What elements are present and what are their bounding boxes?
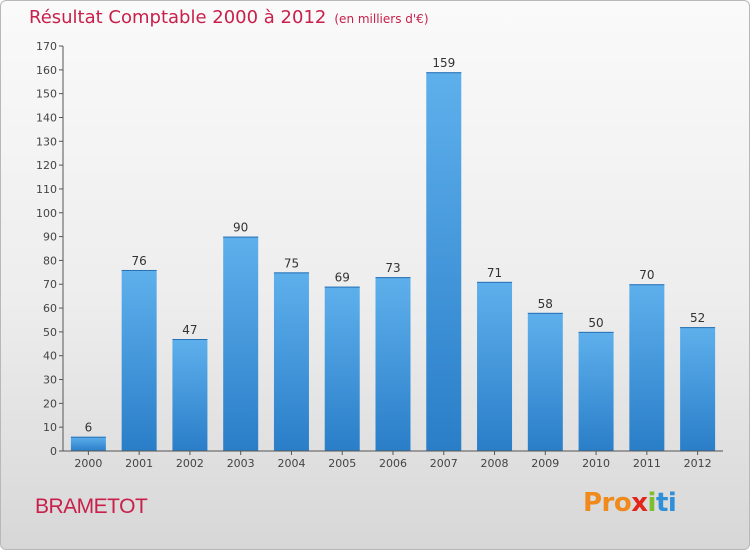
bar: [477, 281, 513, 451]
x-tick-label: 2008: [481, 457, 509, 470]
y-tick-label: 130: [36, 135, 57, 148]
x-tick-label: 2011: [633, 457, 661, 470]
logo-part-2: x: [631, 488, 648, 518]
x-tick-label: 2002: [176, 457, 204, 470]
bar: [578, 331, 614, 451]
y-tick-label: 10: [43, 421, 57, 434]
bar-value-label: 76: [132, 254, 147, 268]
bar-value-label: 90: [233, 221, 248, 235]
bar-value-label: 52: [690, 311, 705, 325]
bar-value-label: 70: [639, 268, 654, 282]
x-tick-label: 2003: [227, 457, 255, 470]
y-tick-label: 0: [50, 445, 57, 458]
bar: [273, 272, 309, 451]
bar: [121, 269, 157, 451]
y-tick-label: 80: [43, 254, 57, 267]
y-tick-label: 140: [36, 111, 57, 124]
bar-value-label: 75: [284, 256, 299, 270]
x-tick-label: 2001: [125, 457, 153, 470]
bar-value-label: 58: [538, 297, 553, 311]
bar-value-label: 73: [385, 261, 400, 275]
y-tick-label: 100: [36, 207, 57, 220]
y-tick-label: 50: [43, 326, 57, 339]
y-tick-label: 20: [43, 397, 57, 410]
y-tick-label: 110: [36, 183, 57, 196]
logo-part-3: i: [647, 488, 657, 518]
chart-title: Résultat Comptable 2000 à 2012 (en millie…: [29, 7, 429, 28]
bar-value-label: 69: [335, 271, 350, 285]
logo-part-4: ti: [655, 488, 677, 518]
x-tick-label: 2000: [74, 457, 102, 470]
y-tick-label: 120: [36, 159, 57, 172]
y-tick-label: 30: [43, 374, 57, 387]
commune-name: BRAMETOT: [35, 495, 148, 518]
x-tick-label: 2007: [430, 457, 458, 470]
x-tick-label: 2009: [531, 457, 559, 470]
bar-value-label: 50: [588, 316, 603, 330]
x-tick-label: 2012: [684, 457, 712, 470]
x-tick-label: 2010: [582, 457, 610, 470]
proxiti-logo[interactable]: Proxiti: [583, 488, 677, 518]
bar-value-label: 47: [182, 323, 197, 337]
bar: [629, 284, 665, 451]
chart-subtitle: (en milliers d'€): [334, 12, 429, 26]
bar: [70, 436, 106, 451]
x-tick-label: 2005: [328, 457, 356, 470]
bar-value-label: 159: [432, 56, 455, 70]
y-tick-label: 70: [43, 278, 57, 291]
x-tick-label: 2004: [277, 457, 305, 470]
x-tick-label: 2006: [379, 457, 407, 470]
bar: [527, 312, 563, 451]
bar-value-label: 6: [85, 421, 93, 435]
bar: [172, 339, 208, 451]
chart-title-main: Résultat Comptable 2000 à 2012: [29, 7, 327, 28]
y-tick-label: 90: [43, 231, 57, 244]
bar: [680, 327, 716, 451]
y-tick-label: 160: [36, 64, 57, 77]
y-tick-label: 150: [36, 88, 57, 101]
y-tick-label: 60: [43, 302, 57, 315]
bar: [324, 286, 360, 451]
bar: [375, 277, 411, 451]
bar-value-label: 71: [487, 266, 502, 280]
logo-part-1: Pro: [583, 488, 632, 518]
y-tick-label: 40: [43, 350, 57, 363]
y-tick-label: 170: [36, 40, 57, 53]
bar: [426, 72, 462, 452]
bar: [223, 236, 259, 451]
